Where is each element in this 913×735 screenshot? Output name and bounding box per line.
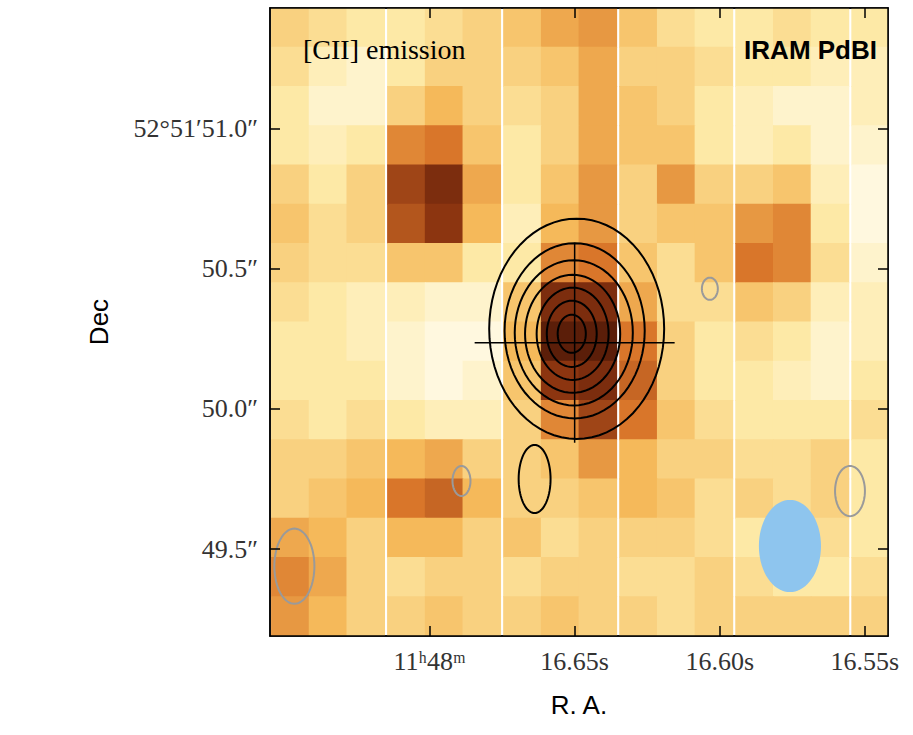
svg-text:52°51′51.0″: 52°51′51.0″: [134, 114, 258, 143]
svg-text:11ʰ48ᵐ: 11ʰ48ᵐ: [394, 647, 466, 676]
svg-text:R. A.: R. A.: [551, 690, 607, 720]
svg-text:[CII] emission: [CII] emission: [303, 34, 466, 65]
svg-text:50.0″: 50.0″: [202, 394, 258, 423]
svg-text:49.5″: 49.5″: [202, 535, 258, 564]
svg-text:Dec: Dec: [84, 299, 114, 345]
svg-text:IRAM PdBI: IRAM PdBI: [744, 35, 877, 65]
svg-text:16.60s: 16.60s: [685, 647, 754, 676]
svg-text:16.65s: 16.65s: [540, 647, 609, 676]
svg-text:50.5″: 50.5″: [202, 254, 258, 283]
svg-text:16.55s: 16.55s: [830, 647, 899, 676]
